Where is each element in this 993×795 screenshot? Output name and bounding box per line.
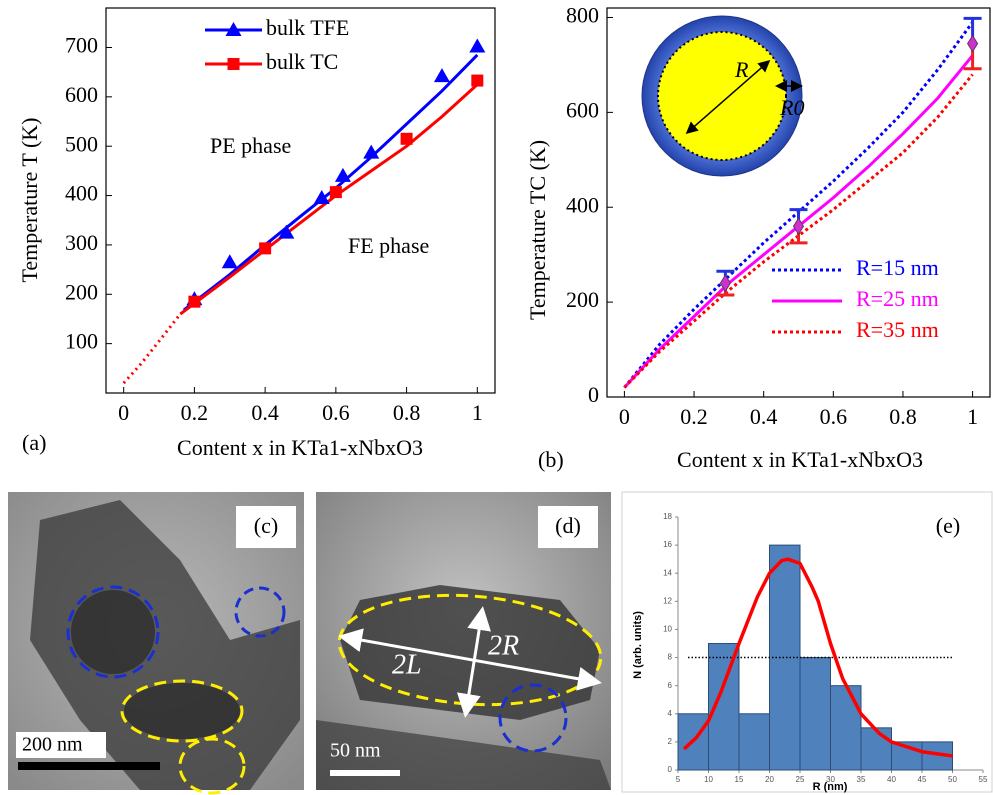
marker xyxy=(259,242,271,254)
legend-label: bulk TFE xyxy=(266,15,349,40)
x-tick-label: 1 xyxy=(472,400,483,425)
inset-label: R0 xyxy=(779,95,804,120)
tem-image-d: 2L 2R (d) 50 nm xyxy=(316,492,611,790)
y-tick-label: 8 xyxy=(668,653,673,662)
annotation: FE phase xyxy=(348,233,429,258)
x-tick-label: 0.8 xyxy=(393,400,421,425)
particle xyxy=(124,683,240,739)
legend-marker xyxy=(228,58,240,70)
x-axis-label: Content x in KTa1-xNbxO3 xyxy=(677,447,923,472)
y-tick-label: 400 xyxy=(65,181,98,206)
x-tick-label: 35 xyxy=(857,775,866,784)
y-tick-label: 100 xyxy=(65,329,98,354)
y-axis-label: Temperature TC (K) xyxy=(525,140,550,320)
y-axis-label: N (arb. units) xyxy=(632,611,644,679)
y-tick-label: 500 xyxy=(65,131,98,156)
y-tick-label: 12 xyxy=(663,596,672,605)
legend-label: R=35 nm xyxy=(856,317,939,342)
scale-bar xyxy=(330,770,400,776)
x-tick-label: 50 xyxy=(948,775,957,784)
annotation: PE phase xyxy=(210,133,291,158)
panel-label: (d) xyxy=(555,513,581,538)
scale-bar-label: 200 nm xyxy=(22,734,83,756)
particle xyxy=(340,585,600,720)
marker xyxy=(314,190,330,204)
histogram-bar xyxy=(739,714,770,770)
x-tick-label: 0.2 xyxy=(181,400,209,425)
x-tick-label: 10 xyxy=(704,775,713,784)
marker xyxy=(188,296,200,308)
y-tick-label: 10 xyxy=(663,625,672,634)
inset-label: R xyxy=(734,57,749,82)
x-tick-label: 45 xyxy=(918,775,927,784)
histogram-bar xyxy=(831,686,862,770)
fit-line xyxy=(124,314,181,383)
x-tick-label: 0 xyxy=(118,400,129,425)
legend-label: R=25 nm xyxy=(856,286,939,311)
x-tick-label: 20 xyxy=(765,775,774,784)
fit-line xyxy=(180,85,477,315)
y-axis-label: Temperature T (K) xyxy=(17,117,42,282)
x-tick-label: 15 xyxy=(735,775,744,784)
marker xyxy=(401,133,413,145)
x-tick-label: 0.4 xyxy=(251,400,279,425)
figure: PE phase FE phase (a) Content x in KTa1-… xyxy=(0,0,993,795)
y-tick-label: 14 xyxy=(663,568,672,577)
x-tick-label: 55 xyxy=(979,775,988,784)
y-tick-label: 200 xyxy=(566,287,599,312)
panel-label: (c) xyxy=(254,513,278,538)
marker xyxy=(335,168,351,182)
y-tick-label: 800 xyxy=(566,3,599,28)
marker xyxy=(330,186,342,198)
core xyxy=(658,32,786,160)
y-tick-label: 600 xyxy=(65,82,98,107)
histogram-bar xyxy=(800,658,831,770)
y-tick-label: 4 xyxy=(668,709,673,718)
x-tick-label: 30 xyxy=(826,775,835,784)
y-tick-label: 18 xyxy=(663,512,672,521)
y-tick-label: 200 xyxy=(65,279,98,304)
marker xyxy=(434,68,450,82)
y-tick-label: 400 xyxy=(566,192,599,217)
x-tick-label: 0.2 xyxy=(680,404,708,429)
x-tick-label: 0 xyxy=(619,404,630,429)
x-tick-label: 1 xyxy=(967,404,978,429)
y-tick-label: 0 xyxy=(588,382,599,407)
x-tick-label: 0.6 xyxy=(322,400,350,425)
x-tick-label: 25 xyxy=(796,775,805,784)
y-tick-label: 0 xyxy=(668,765,673,774)
annotation: 2L xyxy=(392,649,422,680)
scale-bar-label: 50 nm xyxy=(330,740,381,762)
marker xyxy=(469,39,485,53)
scale-bar xyxy=(18,762,160,770)
x-tick-label: 0.8 xyxy=(889,404,917,429)
y-tick-label: 6 xyxy=(668,681,673,690)
panel-label: (a) xyxy=(22,430,46,455)
marker xyxy=(222,254,238,268)
y-tick-label: 600 xyxy=(566,97,599,122)
panel-label: (e) xyxy=(936,513,960,538)
histogram-bar xyxy=(861,728,892,770)
x-tick-label: 0.4 xyxy=(750,404,778,429)
tem-image-c: (c) 200 nm xyxy=(8,492,304,793)
legend-label: bulk TC xyxy=(266,49,338,74)
panel-label: (b) xyxy=(538,447,564,472)
y-tick-label: 300 xyxy=(65,230,98,255)
particle xyxy=(71,590,155,674)
x-tick-label: 5 xyxy=(676,775,681,784)
y-tick-label: 700 xyxy=(65,33,98,58)
annotation: 2R xyxy=(488,630,519,661)
marker xyxy=(471,75,483,87)
inset-diagram: R R0 xyxy=(642,16,804,176)
y-tick-label: 16 xyxy=(663,540,672,549)
x-tick-label: 0.6 xyxy=(820,404,848,429)
x-axis-label: Content x in KTa1-xNbxO3 xyxy=(177,435,423,460)
y-tick-label: 2 xyxy=(668,737,673,746)
fit-line xyxy=(184,55,478,310)
legend-label: R=15 nm xyxy=(856,255,939,280)
x-tick-label: 40 xyxy=(887,775,896,784)
histogram-bar xyxy=(770,545,801,770)
marker xyxy=(968,36,978,52)
